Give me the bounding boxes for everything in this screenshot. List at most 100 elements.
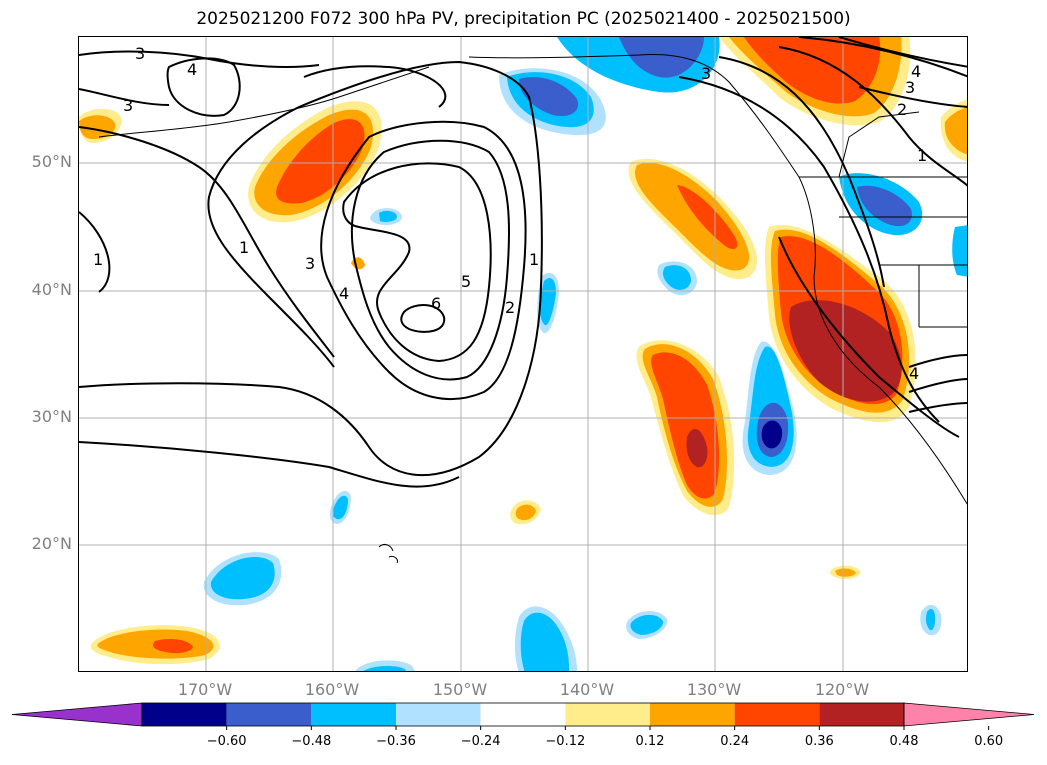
contour-label: 2 [897, 100, 907, 119]
pv-contour [838, 37, 967, 68]
lon-label-170w: 170°W [177, 680, 233, 699]
pv-contour [303, 65, 447, 108]
precip-positive-region [635, 162, 750, 271]
contour-label: 4 [339, 284, 349, 303]
colorbar-extend-high [903, 702, 1035, 727]
colorbar-ticks: −0.60 −0.48 −0.36 −0.24 −0.12 0.12 0.24 0.36 0.4… [207, 726, 1003, 749]
colorbar-tick-label: 0.12 [636, 734, 665, 749]
lat-label-30n: 30°N [31, 407, 72, 426]
colorbar-box [819, 703, 904, 726]
precip-negative-region [619, 37, 704, 78]
contour-label-layer: 3 4 3 1 1 3 4 5 6 2 1 3 4 3 2 1 4 [93, 44, 927, 383]
contour-label: 3 [905, 78, 915, 97]
colorbar: −0.60 −0.48 −0.36 −0.24 −0.12 0.12 0.24 0.36 0.4… [11, 702, 1035, 749]
precip-positive-region [153, 639, 193, 654]
precip-negative-region [332, 495, 348, 520]
contour-label: 1 [239, 238, 249, 257]
pv-contour [166, 57, 241, 117]
contour-label: 5 [461, 272, 471, 291]
precip-negative-region [379, 210, 397, 222]
colorbar-tick-label: −0.24 [461, 734, 501, 749]
lat-label-50n: 50°N [31, 152, 72, 171]
precip-positive-region [515, 504, 536, 521]
lon-label-120w: 120°W [814, 680, 870, 699]
lat-label-40n: 40°N [31, 280, 72, 299]
figure-title: 2025021200 F072 300 hPa PV, precipitatio… [196, 9, 851, 29]
lat-label-20n: 20°N [31, 534, 72, 553]
precip-negative-region [630, 614, 664, 635]
lon-label-160w: 160°W [304, 680, 360, 699]
colorbar-tick-label: −0.60 [207, 734, 247, 749]
colorbar-tick-label: 0.36 [805, 734, 834, 749]
pv-contour [79, 60, 543, 477]
colorbar-box [650, 703, 735, 726]
pv-contour [778, 236, 960, 438]
colorbar-box [311, 703, 396, 726]
pv-contour [908, 354, 967, 368]
precip-positive-region [835, 568, 856, 577]
colorbar-extend-low [11, 702, 143, 727]
pv-contour [908, 378, 967, 393]
pv-contour [79, 441, 460, 488]
coastlines [98, 54, 967, 564]
precip-negative-region [363, 665, 406, 671]
contour-label: 4 [911, 62, 921, 81]
precip-negative-region [952, 225, 967, 277]
contour-label: 1 [529, 250, 539, 269]
contour-label: 6 [431, 294, 441, 313]
lon-label-130w: 130°W [686, 680, 742, 699]
precip-positive-region [789, 300, 902, 402]
colorbar-box [142, 703, 227, 726]
pv-contour [320, 120, 527, 400]
contour-label: 1 [917, 146, 927, 165]
precip-positive-region [677, 185, 738, 250]
colorbar-tick-label: 0.24 [720, 734, 749, 749]
pv-contour [400, 304, 446, 333]
colorbar-box [226, 703, 312, 726]
precip-positive-region [351, 257, 365, 270]
precip-positive-region [276, 119, 365, 204]
precip-positive-region [744, 37, 881, 104]
precip-negative-region [857, 185, 912, 227]
colorbar-box [480, 703, 566, 726]
precip-positive-region [79, 115, 116, 139]
precip-positive-region [686, 428, 708, 468]
map-panel: 3 4 3 1 1 3 4 5 6 2 1 3 4 3 2 1 4 [78, 36, 968, 672]
precip-negative-region [761, 420, 783, 449]
precip-negative-region [520, 612, 570, 671]
precip-negative-region [210, 557, 275, 600]
contour-label: 3 [701, 64, 711, 83]
pv-contour [858, 86, 967, 108]
contour-label: 2 [505, 298, 515, 317]
pv-contour [350, 139, 510, 381]
colorbar-tick-label: −0.36 [376, 734, 416, 749]
precip-fill-layer [79, 37, 967, 671]
pv-contour [79, 211, 111, 293]
pv-contour [718, 56, 885, 288]
pv-contour [908, 402, 967, 413]
contour-label: 3 [135, 44, 145, 63]
contour-label: 4 [909, 364, 919, 383]
colorbar-tick-label: 0.48 [890, 734, 919, 749]
colorbar-tick-label: −0.48 [291, 734, 331, 749]
contour-label: 3 [305, 254, 315, 273]
pv-contour [79, 126, 335, 358]
pv-contour [342, 162, 492, 363]
colorbar-tick-label: 0.60 [974, 734, 1003, 749]
colorbar-box [734, 703, 820, 726]
colorbar-box [565, 703, 650, 726]
colorbar-boxes [11, 702, 1035, 727]
pv-contour [798, 37, 967, 78]
contour-label: 4 [187, 60, 197, 79]
precip-negative-region [662, 265, 691, 290]
precip-negative-region [925, 608, 936, 631]
pv-contours [79, 37, 967, 488]
colorbar-tick-label: −0.12 [545, 734, 585, 749]
contour-label: 3 [123, 96, 133, 115]
pv-contour [778, 46, 967, 187]
precip-negative-region [539, 278, 556, 326]
pv-contour [79, 88, 170, 106]
lon-label-140w: 140°W [559, 680, 615, 699]
precip-negative-region [519, 77, 579, 117]
